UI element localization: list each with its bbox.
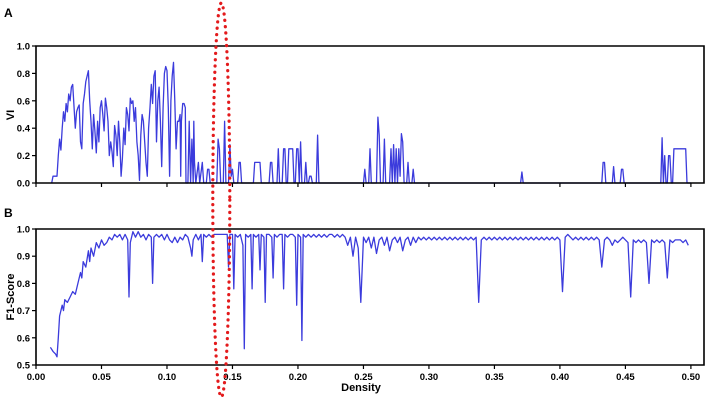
panel-b-x-tick-label: 0.10: [158, 372, 177, 383]
panel-a-y-axis-label: VI: [5, 110, 17, 120]
panel-b-y-axis-label: F1-Score: [5, 273, 17, 320]
panel-a-ticks: 0.0 0.2 0.4 0.6 0.8 1.0: [17, 42, 692, 190]
panel-a-y-tick-label: 0.6: [17, 96, 30, 107]
panel-b: B F1-Score 0.5 0.6 0.7 0.8 0.9 1.0 0.00 0.05 0.1…: [4, 206, 705, 394]
panel-b-y-tick-label: 0.5: [17, 361, 31, 372]
panel-b-x-tick-label: 0.45: [616, 372, 635, 383]
panel-b-y-tick-label: 0.8: [17, 279, 30, 290]
panel-b-x-tick-label: 0.40: [551, 372, 570, 383]
panel-b-y-tick-label: 0.6: [17, 333, 30, 344]
highlight-ellipse: [211, 1, 232, 399]
panel-b-letter: B: [4, 206, 13, 220]
panel-a-y-tick-label: 0.2: [17, 151, 30, 162]
panel-b-x-tick-label: 0.50: [682, 372, 701, 383]
panel-a-y-tick-label: 1.0: [17, 42, 30, 53]
panel-b-x-tick-label: 0.20: [289, 372, 308, 383]
panel-b-y-tick-label: 0.7: [17, 306, 30, 317]
panel-b-x-tick-label: 0.05: [92, 372, 111, 383]
panel-a-letter: A: [4, 6, 13, 20]
panel-b-x-axis-label: Density: [341, 382, 382, 394]
panel-b-y-tick-label: 0.9: [17, 252, 30, 263]
panel-b-x-tick-label: 0.00: [27, 372, 46, 383]
panel-a-vi-series-line: [51, 61, 691, 184]
panel-a-y-tick-label: 0.8: [17, 69, 30, 80]
panel-b-x-tick-label: 0.35: [485, 372, 504, 383]
panel-b-x-tick-label: 0.25: [354, 372, 373, 383]
panel-a-y-tick-label: 0.0: [17, 179, 30, 190]
panel-b-axes-frame: [35, 228, 705, 366]
panel-b-x-tick-label: 0.30: [420, 372, 439, 383]
panel-a-axes-frame: [35, 45, 705, 184]
panel-a: A VI 0.0 0.2 0.4 0.6 0.8 1.0: [4, 6, 705, 190]
panel-b-f1-series-line: [49, 231, 689, 358]
panel-a-y-tick-label: 0.4: [17, 124, 31, 135]
panel-b-y-tick-label: 1.0: [17, 225, 30, 236]
panel-b-x-tick-label: 0.15: [223, 372, 242, 383]
